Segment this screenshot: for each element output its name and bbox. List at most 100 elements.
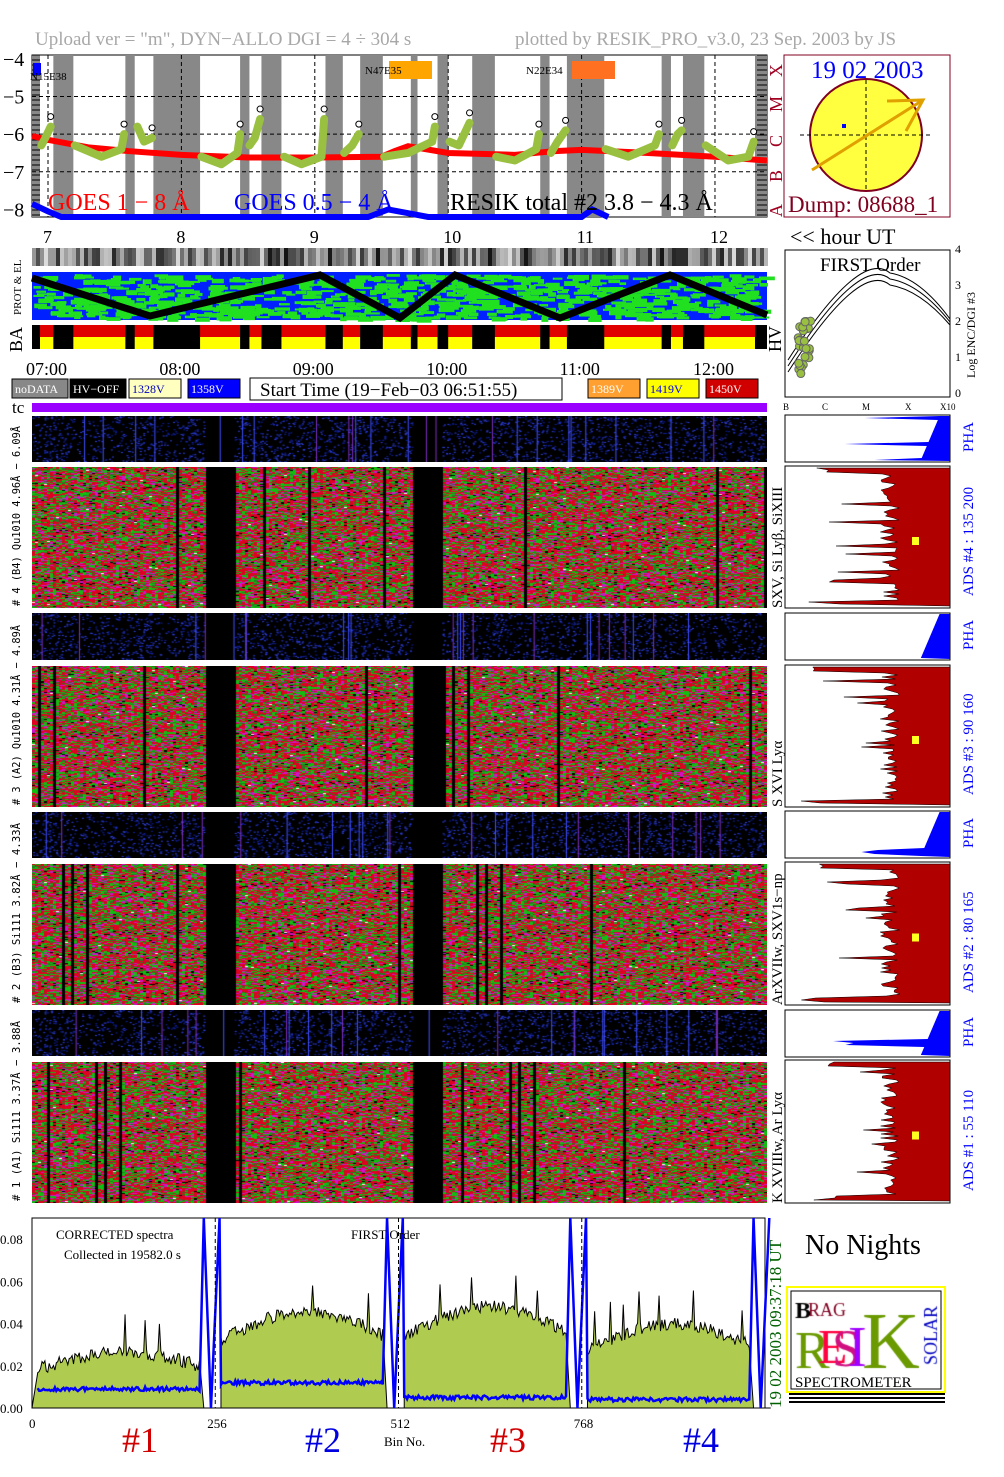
night-band bbox=[153, 55, 201, 217]
ads-marker bbox=[912, 933, 919, 942]
particle-speck bbox=[249, 314, 256, 317]
legend-swatch bbox=[128, 378, 182, 399]
particle-speck bbox=[635, 312, 643, 316]
particle-speck bbox=[521, 280, 531, 286]
data-quality-cell bbox=[88, 248, 92, 266]
resik-point bbox=[535, 120, 543, 128]
particle-speck bbox=[230, 314, 238, 317]
particle-speck bbox=[167, 317, 179, 322]
particle-speck bbox=[34, 303, 47, 309]
data-quality-cell bbox=[44, 248, 48, 266]
particle-speck bbox=[677, 285, 686, 288]
resik-segment bbox=[280, 115, 329, 169]
y-tick-label: −4 bbox=[3, 49, 24, 71]
particle-speck bbox=[58, 308, 67, 313]
particle-speck bbox=[98, 311, 109, 315]
particle-speck bbox=[446, 305, 459, 310]
particle-speck bbox=[481, 303, 489, 308]
resik-logo-artwork bbox=[792, 1292, 940, 1370]
particle-speck bbox=[472, 293, 481, 296]
particle-speck bbox=[41, 278, 58, 281]
particle-speck bbox=[425, 316, 441, 320]
active-region-dot bbox=[842, 124, 846, 128]
x-tick-label: M bbox=[862, 402, 870, 412]
particle-speck bbox=[335, 293, 346, 297]
particle-speck bbox=[315, 303, 322, 308]
particle-speck bbox=[163, 302, 177, 307]
legend-swatch bbox=[705, 378, 759, 399]
particle-speck bbox=[194, 292, 203, 297]
data-quality-cell bbox=[664, 248, 668, 266]
time-label: 07:00 bbox=[26, 359, 67, 379]
corrected-spectra-label: CORRECTED spectra bbox=[56, 1227, 174, 1242]
particle-speck bbox=[608, 279, 621, 284]
resik-point bbox=[466, 109, 474, 117]
data-quality-cell bbox=[752, 248, 756, 266]
particle-speck bbox=[83, 299, 99, 305]
legend-swatch bbox=[187, 378, 241, 399]
particle-speck bbox=[732, 277, 747, 282]
particle-speck bbox=[240, 305, 255, 310]
data-quality-cell bbox=[336, 248, 340, 266]
particle-speck bbox=[88, 309, 99, 314]
particle-speck bbox=[106, 317, 121, 321]
particle-speck bbox=[589, 287, 598, 290]
ba-gap bbox=[682, 325, 705, 349]
particle-speck bbox=[670, 293, 678, 299]
particle-speck bbox=[587, 289, 600, 292]
data-quality-cell bbox=[644, 248, 648, 266]
data-quality-cell bbox=[216, 248, 220, 266]
particle-speck bbox=[274, 307, 290, 311]
y-tick-label: 0.02 bbox=[0, 1359, 23, 1374]
data-quality-cell bbox=[424, 248, 428, 266]
data-quality-cell bbox=[52, 248, 56, 266]
data-quality-cell bbox=[760, 248, 764, 266]
data-quality-cell bbox=[72, 248, 76, 266]
data-quality-cell bbox=[368, 248, 372, 266]
data-quality-cell bbox=[600, 248, 604, 266]
resik-segment bbox=[197, 130, 245, 169]
data-quality-cell bbox=[96, 248, 100, 266]
particle-speck bbox=[457, 304, 474, 308]
particle-speck bbox=[742, 294, 759, 298]
particle-speck bbox=[645, 290, 655, 293]
particle-speck bbox=[324, 313, 334, 318]
particle-speck bbox=[421, 274, 437, 277]
particle-speck bbox=[430, 284, 438, 289]
arrow-icon bbox=[811, 98, 926, 172]
data-quality-cell bbox=[48, 248, 52, 266]
particle-speck bbox=[364, 312, 380, 315]
particle-speck bbox=[64, 306, 80, 310]
particle-speck bbox=[557, 290, 569, 294]
particle-speck bbox=[210, 292, 226, 297]
particle-speck bbox=[739, 280, 756, 284]
particle-speck bbox=[439, 305, 450, 310]
particle-speck bbox=[201, 307, 215, 311]
goes-x-ticks: 7 8 9 10 11 12 bbox=[43, 227, 728, 247]
data-quality-cell bbox=[704, 248, 708, 266]
particle-speck bbox=[140, 285, 150, 290]
particle-speck bbox=[659, 297, 672, 300]
data-quality-cell bbox=[148, 248, 152, 266]
particle-speck bbox=[548, 286, 564, 290]
particle-speck bbox=[690, 276, 706, 280]
particle-speck bbox=[169, 276, 180, 281]
data-quality-cell bbox=[632, 248, 636, 266]
ratio-point bbox=[800, 317, 810, 327]
particle-speck bbox=[457, 285, 469, 289]
night-band bbox=[410, 55, 418, 217]
line-id-label: ArXVIIw, SXV1s−np bbox=[770, 873, 786, 1005]
particle-speck bbox=[596, 294, 613, 298]
data-quality-cell bbox=[736, 248, 740, 266]
particle-speck bbox=[282, 291, 292, 295]
data-quality-cell bbox=[676, 248, 680, 266]
pha-spectrogram-panel bbox=[32, 1010, 767, 1056]
y-tick-label: −7 bbox=[3, 162, 24, 184]
particle-speck bbox=[57, 301, 67, 304]
particle-speck bbox=[708, 314, 722, 318]
particle-speck bbox=[313, 300, 325, 303]
resik-segment bbox=[701, 137, 758, 165]
ads-marker bbox=[912, 1131, 919, 1140]
particle-speck bbox=[213, 307, 220, 312]
